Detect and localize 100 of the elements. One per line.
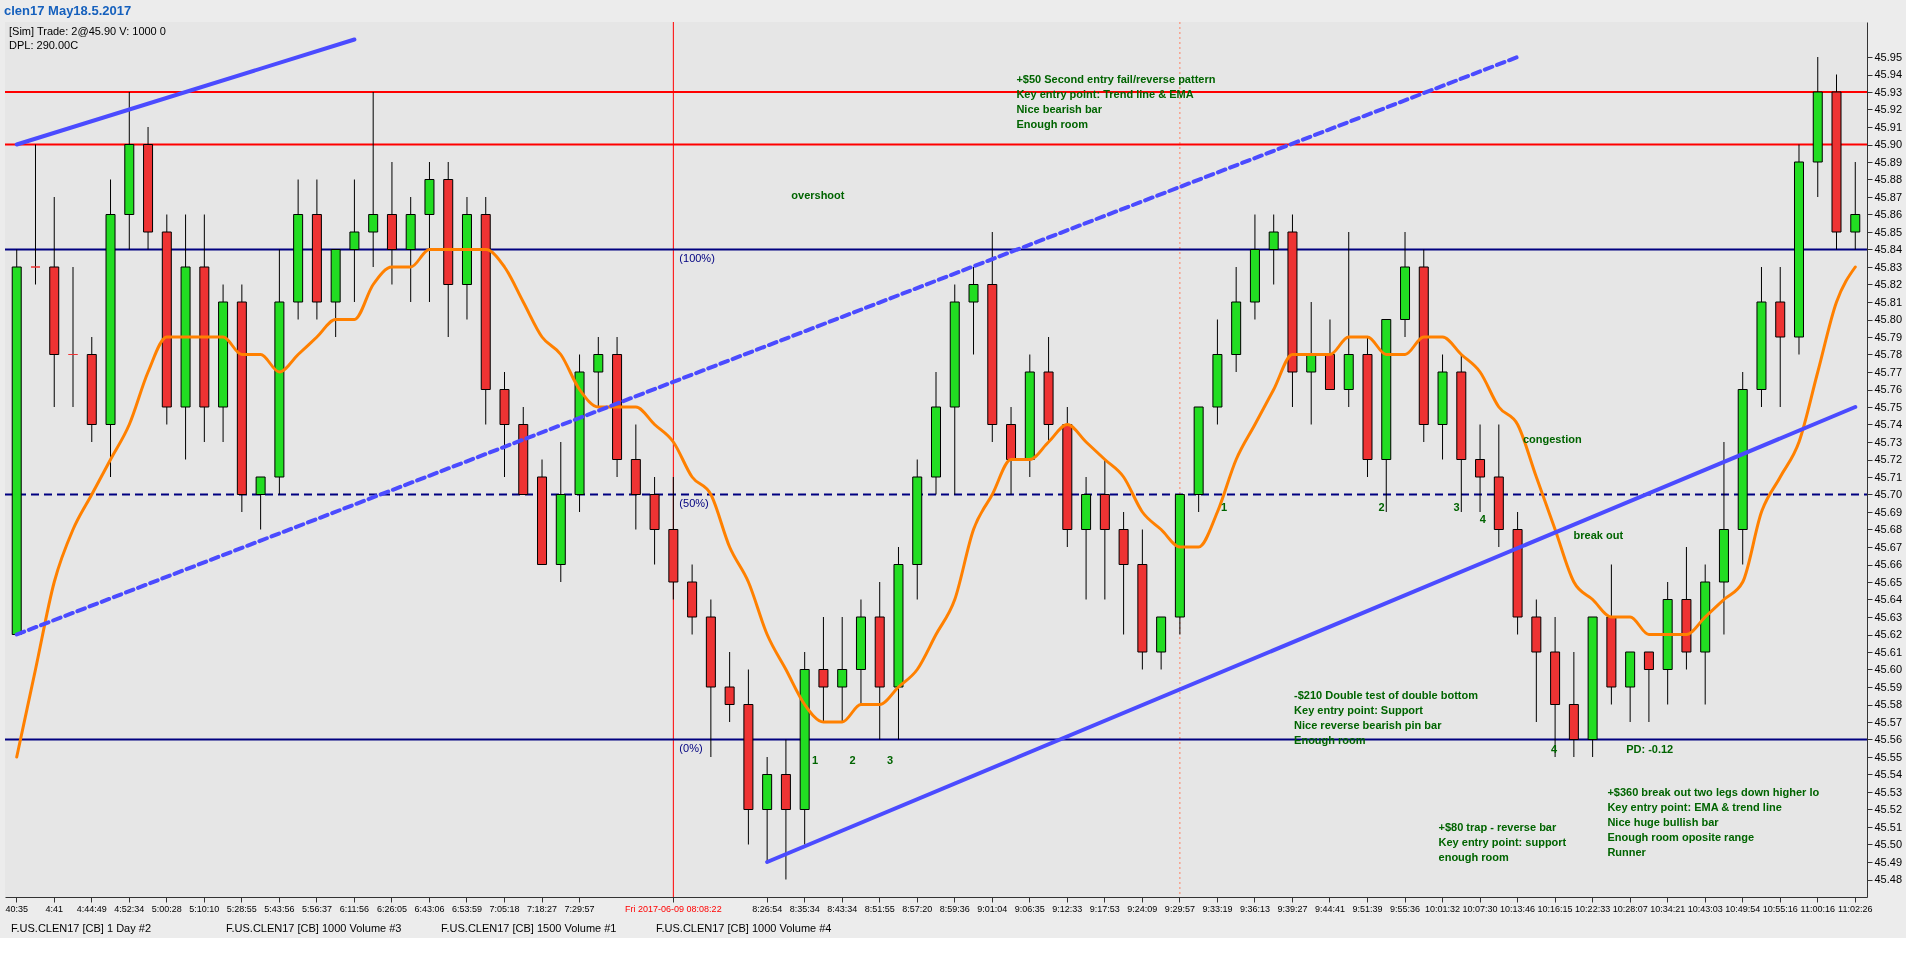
y-tick-label: 45.92	[1874, 103, 1903, 115]
x-tick-label: 10:43:03	[1687, 903, 1723, 914]
x-tick-label: 7:05:18	[489, 903, 520, 914]
y-tick-label: 45.77	[1874, 365, 1903, 378]
annotation: (100%)	[679, 251, 715, 264]
candlestick	[255, 476, 266, 530]
x-tick-label: 9:33:19	[1202, 903, 1233, 914]
candlestick	[837, 616, 848, 723]
x-tick-label: 8:43:34	[827, 903, 858, 914]
annotation: (50%)	[679, 496, 709, 509]
x-tick-label: 5:56:37	[301, 903, 332, 914]
candlestick	[368, 91, 379, 268]
y-tick-label: 45.85	[1874, 225, 1903, 238]
x-tick-label: 5:43:56	[264, 903, 295, 914]
y-tick-label: 45.78	[1874, 348, 1903, 360]
x-tick-label: 40:35	[5, 903, 28, 914]
y-tick-label: 45.53	[1874, 785, 1903, 798]
x-tick-label: 9:06:35	[1014, 903, 1045, 914]
x-tick-label: 6:43:06	[414, 903, 445, 914]
x-tick-label: 9:44:41	[1314, 903, 1345, 914]
x-tick-label: 10:55:16	[1762, 903, 1798, 914]
y-tick-label: 45.48	[1874, 873, 1903, 885]
text: F.US.CLEN17 [CB] 1000 Volume #3	[226, 922, 402, 934]
y-tick-label: 45.60	[1874, 663, 1903, 675]
x-tick-label: 10:01:32	[1425, 903, 1461, 914]
x-tick-label: 7:18:27	[527, 903, 558, 914]
y-tick-label: 45.51	[1874, 820, 1903, 833]
x-tick-label: 9:29:57	[1164, 903, 1195, 914]
annotation: 1	[811, 754, 819, 766]
y-tick-label: 45.70	[1874, 488, 1903, 500]
text: F.US.CLEN17 [CB] 1 Day #2	[11, 922, 152, 934]
y-tick-label: 45.93	[1874, 85, 1903, 98]
x-tick-label: 10:22:33	[1575, 903, 1611, 914]
chart-title: clen17 May18.5.2017	[4, 2, 132, 18]
annotation: 3	[1453, 501, 1460, 513]
candlestick	[30, 144, 41, 285]
x-tick-label: 11:02:26	[1838, 903, 1873, 914]
y-tick-label: 45.91	[1874, 120, 1903, 133]
x-tick-label: 10:07:30	[1462, 903, 1498, 914]
y-tick-label: 45.71	[1874, 470, 1903, 483]
x-tick-label: 8:51:55	[864, 903, 895, 914]
x-tick-label: 6:11:56	[339, 903, 370, 914]
y-tick-label: 45.56	[1874, 733, 1903, 745]
y-tick-label: 45.89	[1874, 155, 1903, 168]
x-tick-label: 5:00:28	[151, 903, 182, 914]
x-tick-label: 8:59:36	[939, 903, 970, 914]
y-tick-label: 45.66	[1874, 558, 1903, 570]
annotation: break out	[1573, 529, 1624, 541]
candlestick	[349, 179, 360, 303]
candlestick	[968, 266, 979, 355]
candlestick	[1643, 651, 1654, 723]
y-tick-label: 45.61	[1874, 645, 1903, 658]
x-tick-label: 9:36:13	[1239, 903, 1270, 914]
x-tick-label: 4:52:34	[114, 903, 145, 914]
x-tick-label: 7:29:57	[564, 903, 595, 914]
x-tick-label: 10:13:46	[1500, 903, 1536, 914]
y-tick-label: 45.81	[1874, 295, 1903, 308]
y-tick-label: 45.84	[1874, 243, 1903, 255]
x-tick-label: 8:26:54	[752, 903, 783, 914]
y-tick-label: 45.72	[1874, 453, 1903, 465]
annotation: +$360 break out two legs down higher lo Key entry point: EMA & trend line Nice huge bullish bar Enough room oposite range Runner	[1607, 786, 1820, 858]
annotation: 4	[1479, 513, 1487, 525]
annotation: overshoot	[791, 189, 845, 201]
y-tick-label: 45.50	[1874, 838, 1903, 850]
annotation: 3	[886, 754, 894, 766]
x-tick-label: 9:01:04	[977, 903, 1008, 914]
x-tick-label: 5:10:10	[189, 903, 220, 914]
text: F.US.CLEN17 [CB] 1000 Volume #4	[656, 922, 832, 934]
text: F.US.CLEN17 [CB] 1500 Volume #1	[441, 922, 617, 934]
x-tick-label: 9:12:33	[1052, 903, 1083, 914]
x-tick-label: 4:44:49	[76, 903, 107, 914]
candlestick	[593, 336, 604, 408]
y-tick-label: 45.55	[1874, 750, 1903, 763]
y-tick-label: 45.58	[1874, 698, 1903, 710]
y-tick-label: 45.59	[1874, 680, 1903, 693]
y-tick-label: 45.69	[1874, 505, 1903, 518]
x-tick-label: 5:28:55	[226, 903, 257, 914]
x-tick-label: 6:53:59	[451, 903, 482, 914]
candlestick	[1306, 301, 1317, 425]
y-tick-label: 45.94	[1874, 68, 1903, 80]
y-tick-label: 45.95	[1874, 50, 1903, 63]
y-tick-label: 45.49	[1874, 855, 1903, 868]
y-tick-label: 45.63	[1874, 610, 1903, 623]
x-tick-label: 11:00:16	[1800, 903, 1835, 914]
y-tick-label: 45.64	[1874, 593, 1903, 605]
candlestick	[724, 651, 735, 723]
y-tick-label: 45.82	[1874, 278, 1903, 290]
y-tick-label: 45.88	[1874, 173, 1903, 185]
y-tick-label: 45.62	[1874, 628, 1903, 640]
x-tick-label: 8:57:20	[902, 903, 933, 914]
x-tick-label: 4:41	[45, 903, 64, 914]
x-tick-label: 10:49:54	[1725, 903, 1761, 914]
y-tick-label: 45.54	[1874, 768, 1903, 780]
candlestick	[1475, 424, 1486, 513]
annotation: (0%)	[679, 741, 703, 754]
candlestick	[1850, 161, 1861, 250]
annotation: 2	[1378, 501, 1385, 513]
y-tick-label: 45.73	[1874, 435, 1903, 448]
annotation: PD: -0.12	[1626, 743, 1674, 755]
x-tick-label: 9:51:39	[1352, 903, 1383, 914]
